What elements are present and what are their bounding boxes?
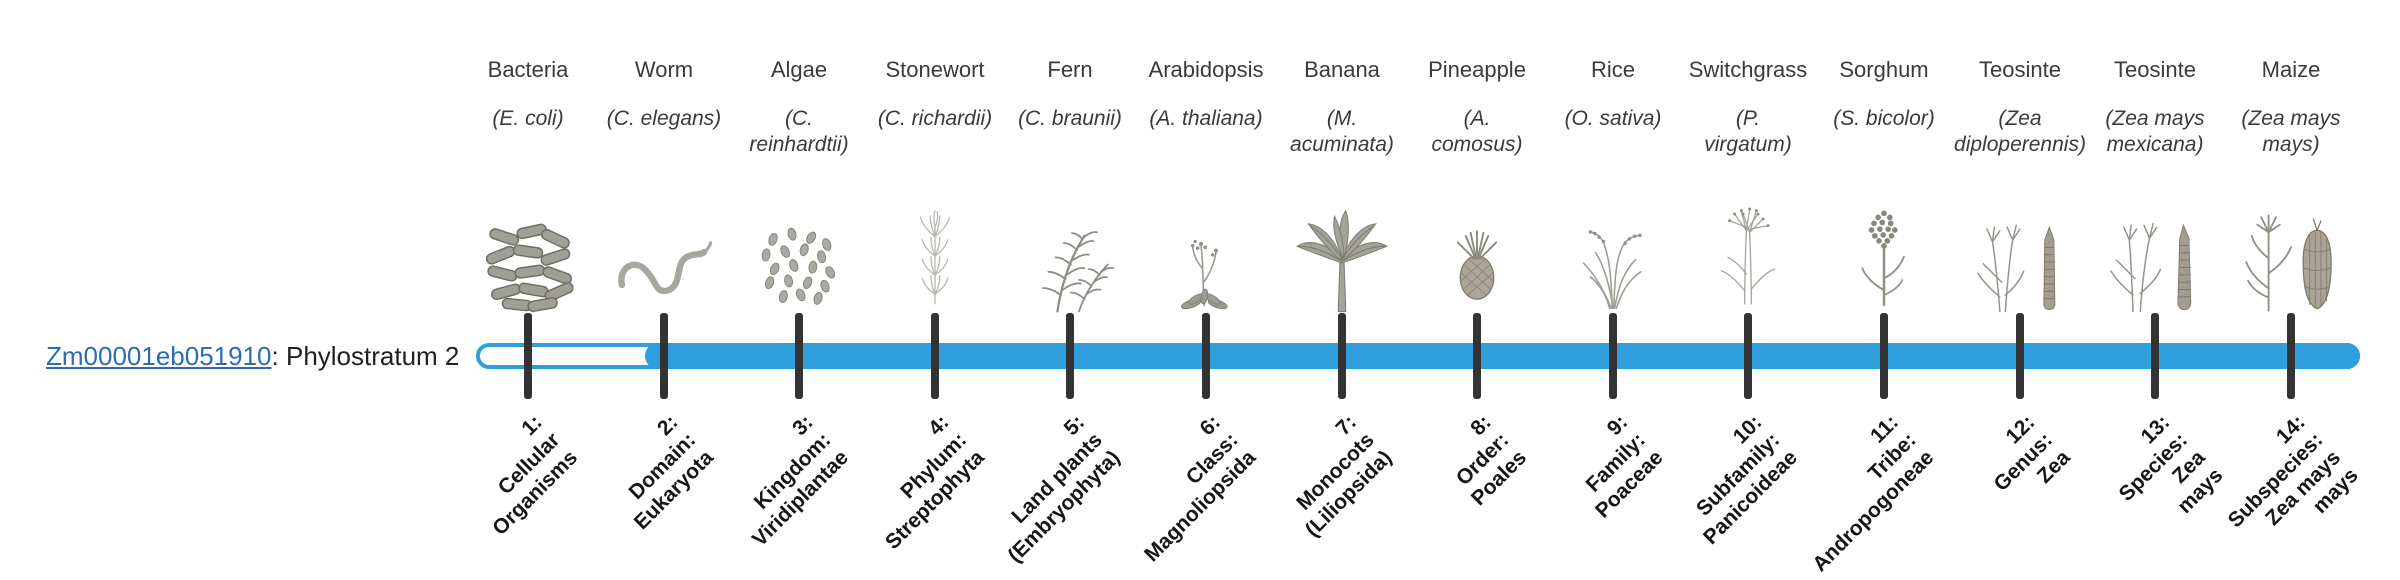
- rice-illustration: [1582, 230, 1642, 309]
- phylostratum-tick-12: [2016, 313, 2024, 399]
- species-column-algae: Algae (C. reinhardtii): [719, 56, 879, 305]
- species-column-bacteria: Bacteria (E. coli): [448, 56, 608, 312]
- scientific-name-line1: (E. coli): [492, 107, 564, 130]
- algae-illustration: [761, 227, 836, 305]
- species-column-sorghum: Sorghum (S. bicolor): [1804, 56, 1964, 307]
- species-common-name: Arabidopsis: [1148, 57, 1264, 82]
- pineapple-illustration: [1456, 230, 1498, 300]
- scientific-name-line2: diploperennis): [1954, 133, 2086, 156]
- bacteria-illustration: [485, 223, 574, 312]
- scientific-name-line2: mays): [2262, 133, 2320, 156]
- phylostratum-tick-11: [1880, 313, 1888, 399]
- phylostratum-tick-3: [795, 313, 803, 399]
- gene-id-link[interactable]: Zm00001eb051910: [46, 341, 272, 371]
- species-common-name: Fern: [1047, 57, 1093, 82]
- species-column-worm: Worm (C. elegans): [584, 56, 744, 295]
- phylostratum-tick-7: [1338, 313, 1346, 399]
- species-column-stonewort: Stonewort (C. richardii): [855, 56, 1015, 305]
- phylostratum-tick-4: [931, 313, 939, 399]
- scientific-name-line1: (M.: [1326, 107, 1358, 130]
- species-common-name: Algae: [770, 57, 828, 82]
- species-common-name: Teosinte: [2114, 57, 2196, 82]
- switchgrass-illustration: [1720, 207, 1776, 305]
- species-column-banana: Banana (M. acuminata): [1262, 56, 1422, 313]
- species-common-name: Rice: [1590, 57, 1635, 82]
- phylostratum-bar-fill: [645, 343, 2360, 369]
- scientific-name-line2: comosus): [1431, 133, 1523, 156]
- scientific-name-line1: (C. braunii): [1018, 107, 1122, 130]
- fern-illustration: [1042, 231, 1115, 313]
- scientific-name-line1: (A.: [1463, 107, 1491, 130]
- scientific-name-line1: (C. richardii): [877, 107, 993, 130]
- species-common-name: Sorghum: [1839, 57, 1929, 82]
- scientific-name-line2: mexicana): [2106, 133, 2204, 156]
- species-column-switchgrass: Switchgrass (P. virgatum): [1668, 56, 1828, 305]
- gene-phylostratum-text: : Phylostratum 2: [271, 341, 460, 371]
- phylostratum-tick-8: [1473, 313, 1481, 399]
- species-common-name: Teosinte: [1979, 57, 2061, 82]
- phylostratum-tick-6: [1202, 313, 1210, 399]
- species-column-teosinte-diploperennis: Teosinte (Zea diploperennis): [1940, 56, 2100, 313]
- scientific-name-line1: (Zea: [1998, 107, 2042, 130]
- scientific-name-line1: (S. bicolor): [1833, 107, 1935, 130]
- scientific-name-line1: (C. elegans): [606, 107, 722, 130]
- species-column-pineapple: Pineapple (A. comosus): [1397, 56, 1557, 300]
- scientific-name-line1: (Zea mays: [2241, 107, 2341, 130]
- species-column-maize: Maize (Zea mays mays): [2211, 56, 2371, 312]
- phylostratum-tick-13: [2151, 313, 2159, 399]
- phylostratum-tick-14: [2287, 313, 2295, 399]
- scientific-name-line2: virgatum): [1704, 133, 1792, 156]
- teosinte-diploperennis-illustration: [1977, 224, 2056, 313]
- scientific-name-line1: (P.: [1735, 107, 1761, 130]
- banana-illustration: [1296, 209, 1388, 313]
- species-common-name: Stonewort: [885, 57, 985, 82]
- phylostratum-tick-9: [1609, 313, 1617, 399]
- species-common-name: Maize: [2261, 57, 2321, 82]
- scientific-name-line1: (A. thaliana): [1149, 107, 1263, 130]
- scientific-name-line1: (C.: [785, 107, 813, 130]
- species-common-name: Switchgrass: [1688, 57, 1808, 82]
- gene-label: Zm00001eb051910: Phylostratum 2: [46, 341, 459, 371]
- scientific-name-line1: (Zea mays: [2105, 107, 2205, 130]
- scientific-name-line2: acuminata): [1290, 133, 1394, 156]
- maize-illustration: [2245, 214, 2332, 312]
- species-common-name: Worm: [634, 57, 694, 82]
- sorghum-illustration: [1861, 210, 1905, 307]
- species-common-name: Bacteria: [487, 57, 569, 82]
- species-common-name: Pineapple: [1428, 57, 1526, 82]
- species-column-arabidopsis: Arabidopsis (A. thaliana): [1126, 56, 1286, 310]
- scientific-name-line1: (O. sativa): [1564, 107, 1662, 130]
- scientific-name-line2: reinhardtii): [749, 133, 849, 156]
- teosinte-mexicana-illustration: [2110, 222, 2192, 313]
- species-column-teosinte-mexicana: Teosinte (Zea mays mexicana): [2075, 56, 2235, 313]
- species-column-rice: Rice (O. sativa): [1533, 56, 1693, 309]
- arabidopsis-illustration: [1181, 239, 1228, 310]
- stonewort-illustration: [919, 210, 951, 305]
- phylostratum-tick-10: [1744, 313, 1752, 399]
- species-common-name: Banana: [1304, 57, 1380, 82]
- phylostratum-tick-2: [660, 313, 668, 399]
- species-column-fern: Fern (C. braunii): [990, 56, 1150, 313]
- phylostratum-tick-1: [524, 313, 532, 399]
- worm-illustration: [618, 241, 713, 295]
- phylostratum-tick-5: [1066, 313, 1074, 399]
